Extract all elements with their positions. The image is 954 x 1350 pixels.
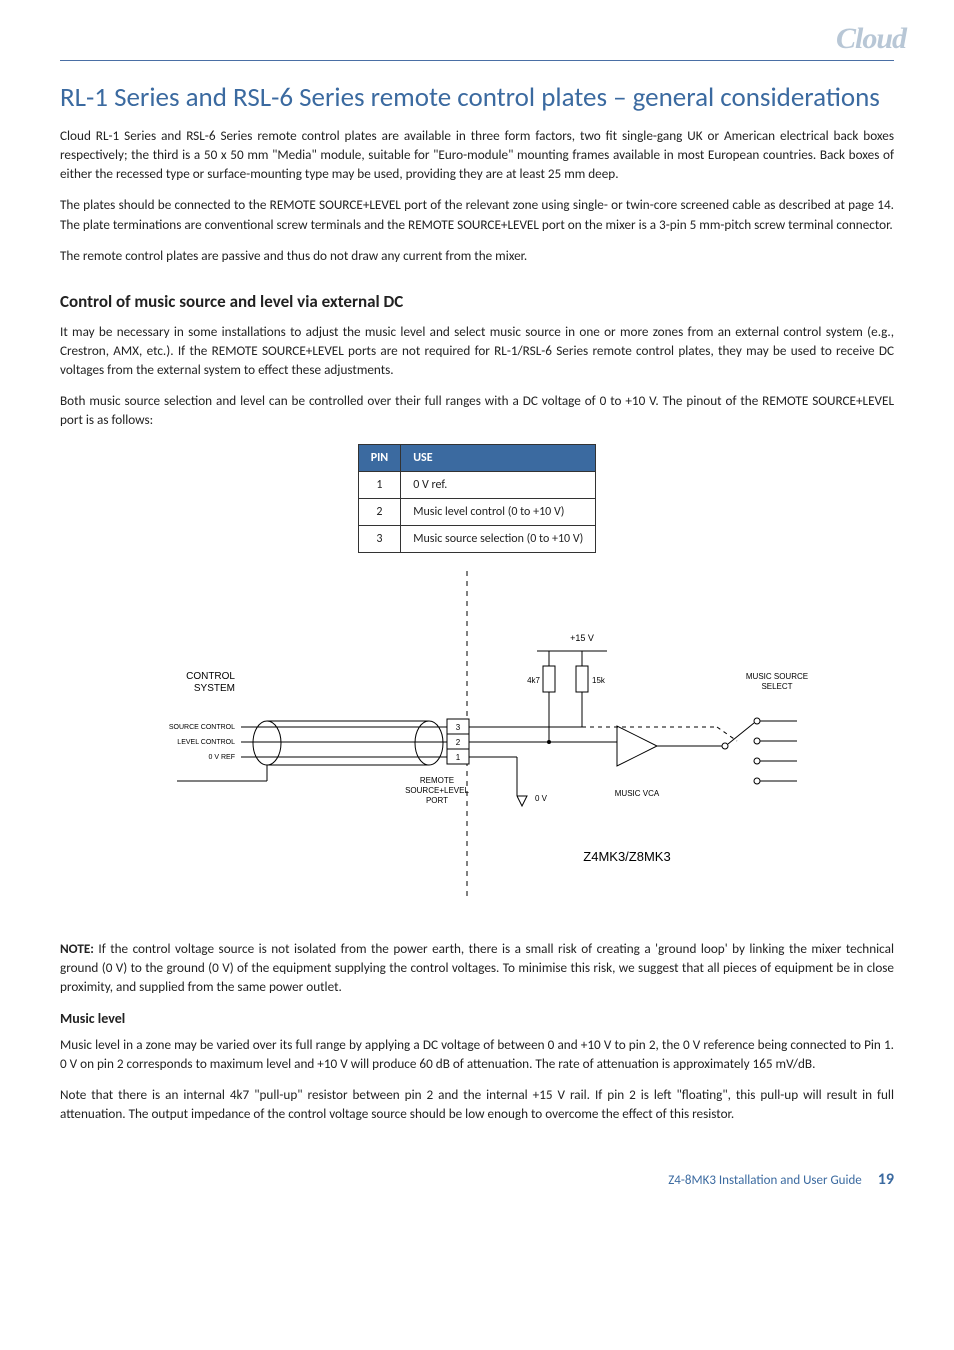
r15k-label: 15k [592, 676, 606, 685]
footer-guide-title: Z4-8MK3 Installation and User Guide [668, 1173, 862, 1188]
cell-use: Music level control (0 to +10 V) [401, 498, 596, 525]
pin-table: PIN USE 1 0 V ref. 2 Music level control… [358, 444, 597, 553]
note-paragraph: NOTE: If the control voltage source is n… [60, 939, 894, 996]
remote-port-label-2: SOURCE+LEVEL [405, 786, 469, 795]
th-use: USE [401, 444, 596, 471]
cell-pin: 1 [358, 471, 401, 498]
lvl-ctrl-label: LEVEL CONTROL [177, 739, 235, 746]
table-row: 1 0 V ref. [358, 471, 596, 498]
diagram-container: CONTROL SYSTEM SOURCE CONTROL LEVEL CONT… [60, 571, 894, 911]
paragraph-7: Note that there is an internal 4k7 "pull… [60, 1085, 894, 1123]
music-src-label-2: SELECT [761, 682, 792, 691]
r4k7-label: 4k7 [527, 676, 540, 685]
cell-use: 0 V ref. [401, 471, 596, 498]
section-title: RL-1 Series and RSL-6 Series remote cont… [60, 81, 894, 114]
paragraph-2: The plates should be connected to the RE… [60, 195, 894, 233]
table-row: 3 Music source selection (0 to +10 V) [358, 525, 596, 552]
music-src-label-1: MUSIC SOURCE [746, 672, 808, 681]
cell-pin: 3 [358, 525, 401, 552]
th-pin: PIN [358, 444, 401, 471]
note-label: NOTE: [60, 940, 94, 957]
p15v-label: +15 V [570, 633, 594, 643]
paragraph-5: Both music source selection and level ca… [60, 391, 894, 429]
ctrl-sys-label-2: SYSTEM [194, 683, 235, 694]
paragraph-1: Cloud RL-1 Series and RSL-6 Series remot… [60, 126, 894, 183]
subsection-title: Control of music source and level via ex… [60, 291, 894, 312]
page: Cloud RL-1 Series and RSL-6 Series remot… [0, 0, 954, 1229]
cell-use: Music source selection (0 to +10 V) [401, 525, 596, 552]
music-level-heading: Music level [60, 1010, 894, 1027]
ctrl-sys-label-1: CONTROL [186, 671, 235, 682]
pin3-label: 3 [456, 723, 461, 732]
device-name: Z4MK3/Z8MK3 [583, 849, 670, 864]
music-vca-label: MUSIC VCA [615, 789, 660, 798]
zero-v-label: 0 V [535, 794, 548, 803]
paragraph-3: The remote control plates are passive an… [60, 246, 894, 265]
paragraph-4: It may be necessary in some installation… [60, 322, 894, 379]
table-row: 2 Music level control (0 to +10 V) [358, 498, 596, 525]
table-header-row: PIN USE [358, 444, 596, 471]
header-rule [60, 60, 894, 61]
pin2-label: 2 [456, 738, 461, 747]
footer-page-number: 19 [878, 1170, 894, 1189]
note-text: If the control voltage source is not iso… [60, 940, 894, 995]
remote-port-label-3: PORT [426, 796, 448, 805]
page-footer: Z4-8MK3 Installation and User Guide 19 [60, 1170, 894, 1189]
paragraph-6: Music level in a zone may be varied over… [60, 1035, 894, 1073]
pin1-label: 1 [456, 753, 461, 762]
brand-logo: Cloud [836, 22, 906, 56]
src-ctrl-label: SOURCE CONTROL [169, 724, 235, 731]
cell-pin: 2 [358, 498, 401, 525]
remote-port-label-1: REMOTE [420, 776, 454, 785]
circuit-diagram: CONTROL SYSTEM SOURCE CONTROL LEVEL CONT… [117, 571, 837, 911]
zero-ref-label: 0 V REF [209, 754, 235, 761]
